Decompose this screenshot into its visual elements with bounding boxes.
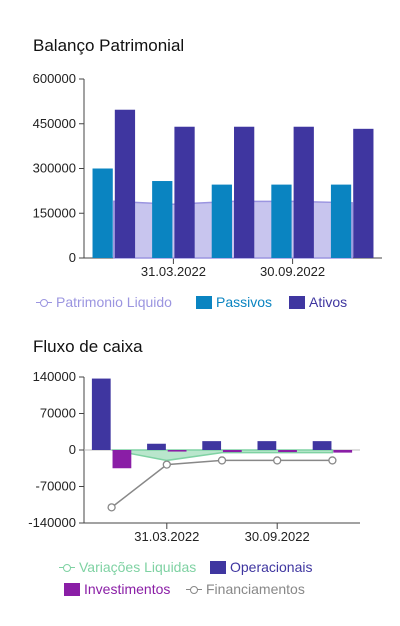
line-series xyxy=(111,459,333,508)
legend-item-investimentos[interactable]: Investimentos xyxy=(64,581,170,597)
bar xyxy=(312,441,332,450)
line-point xyxy=(273,456,282,465)
y-tick-label: -140000 xyxy=(28,515,76,530)
bar xyxy=(92,168,113,258)
y-tick-label: -70000 xyxy=(36,479,76,494)
bar xyxy=(222,450,242,453)
bar xyxy=(333,450,353,453)
bar xyxy=(174,126,195,258)
area-series xyxy=(111,449,334,462)
y-tick-label: 70000 xyxy=(40,406,76,421)
bar xyxy=(152,181,173,258)
legend-square-icon xyxy=(289,295,305,309)
legend-item-passivos[interactable]: Passivos xyxy=(196,294,272,310)
bar xyxy=(91,378,111,450)
legend-label-ativos: Ativos xyxy=(309,294,348,310)
bar xyxy=(271,184,292,258)
legend-item-financiamentos[interactable]: Financiamentos xyxy=(186,581,305,597)
legend-line-icon xyxy=(186,583,202,596)
chart-title-balanco: Balanço Patrimonial xyxy=(33,36,185,55)
y-tick-label: 0 xyxy=(69,250,76,265)
x-tick-label: 31.03.2022 xyxy=(141,264,206,279)
y-tick-label: 0 xyxy=(69,442,76,457)
line-point xyxy=(107,503,116,512)
y-tick-label: 140000 xyxy=(33,369,76,384)
x-tick-label: 30.09.2022 xyxy=(245,529,310,544)
y-tick-label: 600000 xyxy=(33,71,76,86)
legend-item-operacionais[interactable]: Operacionais xyxy=(210,559,313,575)
line-point xyxy=(217,456,227,465)
legend-label-variacoes: Variações Liquidas xyxy=(79,559,197,575)
legend-square-icon xyxy=(210,560,226,574)
legend-square-icon xyxy=(196,295,212,309)
legend-label-financiamentos: Financiamentos xyxy=(206,581,305,597)
legend-label-operacionais: Operacionais xyxy=(230,559,313,575)
y-tick-label: 450000 xyxy=(33,116,76,131)
line-point xyxy=(328,456,337,465)
bar xyxy=(112,450,132,469)
legend-label-patrimonio: Patrimonio Liquido xyxy=(56,294,172,310)
legend-line-icon xyxy=(36,296,52,309)
bar xyxy=(114,109,136,258)
balanco-chart: 600000 450000 300000 150000 0 31.03.2022 30.09… xyxy=(33,71,382,279)
legend-square-icon xyxy=(64,582,80,596)
bar xyxy=(353,128,374,258)
legend-line-icon xyxy=(59,561,75,574)
bar xyxy=(330,184,352,258)
bar xyxy=(234,126,255,258)
bar xyxy=(167,450,187,452)
y-tick-label: 300000 xyxy=(33,161,76,176)
legend-item-patrimonio[interactable]: Patrimonio Liquido xyxy=(36,294,172,310)
bar xyxy=(257,441,277,450)
bar xyxy=(293,126,314,258)
bar xyxy=(147,443,166,450)
legend-label-passivos: Passivos xyxy=(216,294,273,310)
bar xyxy=(278,450,297,453)
bar xyxy=(202,441,222,450)
bar xyxy=(211,184,232,258)
x-tick-label: 30.09.2022 xyxy=(260,264,325,279)
legend-item-variacoes[interactable]: Variações Liquidas xyxy=(59,559,196,575)
line-point xyxy=(162,460,171,469)
legend-item-ativos[interactable]: Ativos xyxy=(289,294,347,310)
x-tick-label: 31.03.2022 xyxy=(134,529,199,544)
y-tick-label: 150000 xyxy=(33,205,76,220)
chart-title-fluxo: Fluxo de caixa xyxy=(33,337,143,356)
legend-label-investimentos: Investimentos xyxy=(84,581,171,597)
